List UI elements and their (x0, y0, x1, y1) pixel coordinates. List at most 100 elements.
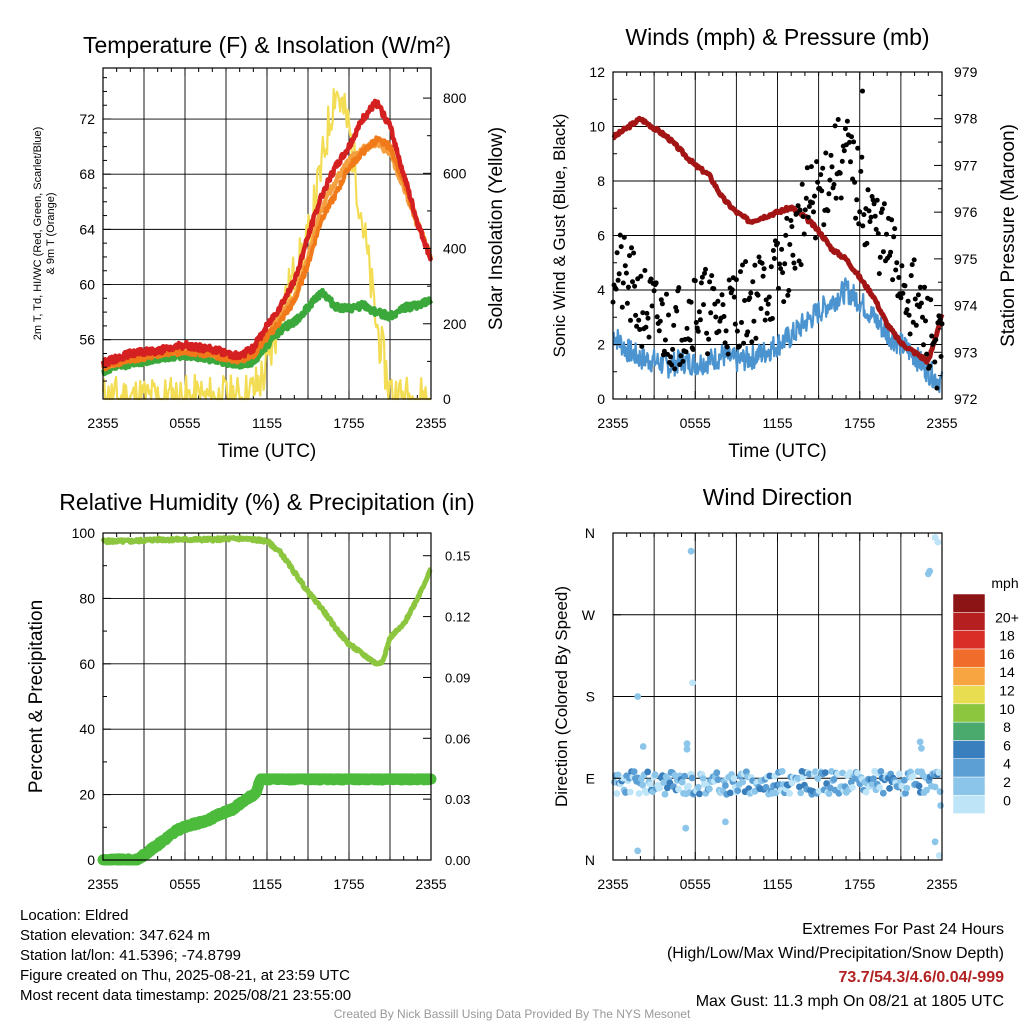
panel-4: 2355 0555 1155 1755 2355 Wind Direction N E S W N D… (552, 484, 1019, 892)
direction-point (722, 782, 729, 789)
gust-point (646, 334, 652, 340)
gust-point (801, 231, 807, 237)
gust-point (839, 158, 845, 164)
y-tick-label: 4 (597, 282, 605, 298)
max-gust-point (859, 88, 865, 94)
gust-point (936, 313, 942, 319)
direction-point (762, 783, 770, 791)
direction-point (634, 693, 642, 700)
gust-point (750, 279, 756, 285)
gust-point (794, 210, 800, 216)
gust-point (785, 292, 791, 298)
direction-point (681, 772, 689, 780)
gust-point (670, 346, 676, 352)
gust-point (828, 152, 834, 158)
gust-point (662, 337, 668, 343)
gust-point (879, 206, 885, 212)
y-axis-label: 2m T, Td, HI/WC (Red, Green, Scarlet/Blu… (32, 127, 57, 341)
direction-point (788, 779, 796, 787)
legend-swatch (952, 776, 986, 796)
y-tick-label-right: 975 (954, 251, 978, 267)
y-tick-label: E (586, 770, 595, 786)
direction-point (683, 745, 691, 753)
gust-point (715, 298, 721, 304)
plot-border (102, 67, 432, 400)
panel-3: 2355 0555 1155 1755 2355 Relative Humidity (%… (26, 489, 475, 892)
legend-swatch (952, 703, 986, 723)
y-tick-label: 0 (597, 391, 605, 407)
gust-point (915, 292, 921, 298)
x-tick-label: 2355 (597, 415, 628, 431)
gust-point (872, 213, 878, 219)
y-axis-label-line2: & 9m T (Orange) (45, 192, 57, 274)
legend-title: mph (991, 575, 1018, 591)
gust-point (833, 195, 839, 201)
x-tick-label: 1755 (333, 876, 364, 892)
y-tick-label-right: 972 (954, 391, 978, 407)
x-tick-label: 0555 (680, 415, 711, 431)
direction-point (896, 770, 903, 778)
y-tick-label-right: 0.15 (445, 549, 470, 564)
gust-point (749, 339, 755, 345)
gust-point (716, 328, 722, 334)
direction-point (900, 776, 908, 784)
gust-point (732, 321, 738, 327)
gust-point (821, 222, 827, 228)
gust-point (627, 253, 632, 259)
gust-point (829, 164, 835, 170)
gust-point (698, 280, 704, 286)
y-tick-label-right: 979 (954, 64, 978, 80)
gust-point (748, 290, 754, 296)
gust-point (860, 223, 866, 229)
gust-point (786, 288, 792, 293)
gust-point (831, 182, 837, 187)
legend-label: 2 (1003, 774, 1011, 790)
gust-point (729, 287, 735, 293)
gust-point (783, 232, 789, 238)
direction-point (687, 547, 695, 555)
x-tick-label: 2355 (597, 876, 628, 892)
gust-point (861, 212, 867, 218)
gust-point (808, 164, 814, 170)
direction-point (934, 538, 942, 546)
gust-point (871, 201, 877, 207)
gust-point (624, 300, 630, 306)
y-axis-label: Percent & Precipitation (26, 600, 47, 793)
gust-point (628, 317, 633, 323)
series-t2m (100, 98, 434, 368)
y-tick-label: 72 (79, 111, 95, 127)
y-tick-label: 56 (79, 332, 95, 348)
y-tick-label-right: 0.12 (445, 610, 470, 625)
gust-point (704, 330, 710, 336)
gust-point (687, 337, 693, 343)
gust-point (910, 319, 916, 325)
gust-point (912, 296, 918, 302)
gust-point (788, 218, 794, 223)
x-tick-label: 2355 (926, 876, 957, 892)
gust-point (692, 278, 698, 284)
gust-point (780, 270, 786, 276)
extremes-values: 73.7/54.3/4.6/0.04/-999 (838, 969, 1004, 986)
gust-point (920, 314, 925, 320)
y-axis-label: Direction (Colored By Speed) (552, 586, 571, 807)
gust-point (666, 312, 671, 318)
direction-point (675, 785, 682, 793)
gust-point (761, 266, 767, 272)
gust-point (799, 181, 805, 187)
gust-point (639, 343, 645, 349)
direction-point (886, 785, 893, 792)
gust-point (737, 343, 742, 349)
direction-point (634, 847, 642, 855)
chart-title: Winds (mph) & Pressure (mb) (625, 24, 929, 50)
gust-point (853, 215, 859, 221)
direction-point (937, 802, 944, 809)
direction-point (825, 790, 833, 797)
direction-point (688, 774, 696, 782)
gust-point (927, 363, 933, 369)
y-axis-label-line1: 2m T, Td, HI/WC (Red, Green, Scarlet/Blu… (32, 127, 44, 341)
direction-point (689, 679, 696, 687)
gust-point (937, 317, 943, 323)
direction-point (821, 769, 829, 776)
gust-point (720, 302, 726, 308)
gust-point (804, 165, 810, 171)
